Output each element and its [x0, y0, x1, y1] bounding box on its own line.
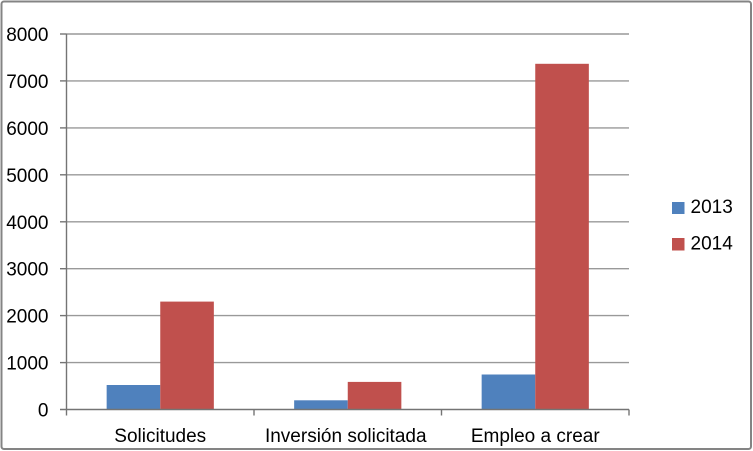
svg-text:4000: 4000	[6, 213, 48, 234]
svg-text:2014: 2014	[691, 234, 734, 255]
svg-text:7000: 7000	[6, 72, 48, 93]
svg-text:5000: 5000	[6, 166, 48, 187]
svg-text:Solicitudes: Solicitudes	[114, 426, 206, 447]
svg-text:3000: 3000	[6, 260, 48, 281]
svg-text:0: 0	[38, 401, 49, 422]
svg-text:Inversión solicitada: Inversión solicitada	[265, 426, 427, 447]
svg-text:1000: 1000	[6, 354, 48, 375]
svg-text:6000: 6000	[6, 119, 48, 140]
svg-text:2000: 2000	[6, 307, 48, 328]
svg-text:Empleo a crear: Empleo a crear	[471, 426, 601, 447]
svg-text:8000: 8000	[6, 25, 48, 46]
svg-text:2013: 2013	[691, 197, 733, 218]
